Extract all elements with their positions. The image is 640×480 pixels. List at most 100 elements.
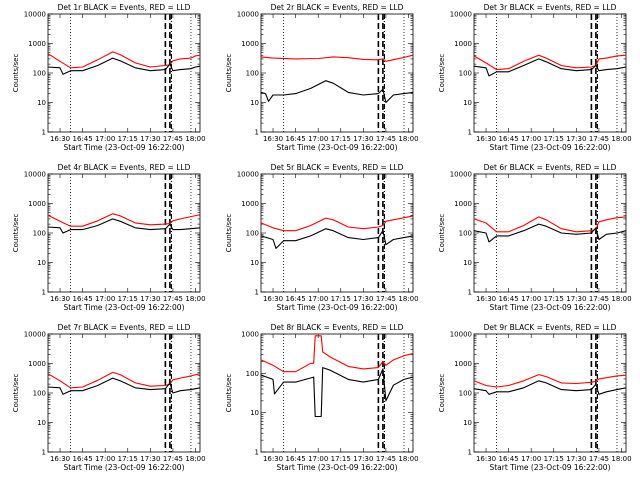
y-tick-label: 10 <box>250 99 259 107</box>
x-tick-label: 17:30 <box>353 295 373 303</box>
y-axis-label: Counts/sec <box>225 214 233 253</box>
x-tick-label: 17:45 <box>589 135 609 143</box>
x-tick-label: 18:00 <box>611 135 631 143</box>
panel-title: Det 3r BLACK = Events, RED = LLD <box>484 3 617 12</box>
panel-title: Det 2r BLACK = Events, RED = LLD <box>271 3 404 12</box>
y-tick-label: 100 <box>33 70 46 78</box>
y-tick-label: 1 <box>468 449 472 457</box>
x-tick-label: 16:30 <box>50 455 70 463</box>
y-tick-label: 1000 <box>28 360 46 368</box>
x-tick-label: 16:45 <box>286 135 306 143</box>
x-tick-label: 17:45 <box>163 295 183 303</box>
y-axis-label: Counts/sec <box>12 54 20 93</box>
x-axis-label: Start Time (23-Oct-09 16:22:00) <box>276 143 397 152</box>
y-tick-label: 100 <box>246 230 259 238</box>
x-tick-label: 18:00 <box>398 455 418 463</box>
x-tick-label: 16:30 <box>50 295 70 303</box>
x-tick-label: 17:15 <box>331 295 351 303</box>
x-tick-label: 17:15 <box>118 135 138 143</box>
x-tick-label: 16:45 <box>286 455 306 463</box>
panel-title: Det 7r BLACK = Events, RED = LLD <box>58 323 191 332</box>
y-tick-label: 1000 <box>241 200 259 208</box>
y-axis-label: Counts/sec <box>438 214 446 253</box>
x-tick-label: 17:45 <box>589 455 609 463</box>
x-tick-label: 17:45 <box>376 135 396 143</box>
panel-title: Det 6r BLACK = Events, RED = LLD <box>484 163 617 172</box>
y-tick-label: 10000 <box>450 331 472 339</box>
y-tick-label: 1 <box>42 449 46 457</box>
y-tick-label: 1 <box>42 129 46 137</box>
y-axis-label: Counts/sec <box>225 54 233 93</box>
y-tick-label: 100 <box>459 390 472 398</box>
x-tick-label: 17:00 <box>308 295 328 303</box>
x-tick-label: 16:30 <box>476 455 496 463</box>
events-series-line <box>260 367 414 418</box>
plot-frame <box>260 13 414 133</box>
x-tick-label: 17:00 <box>521 295 541 303</box>
plot-frame <box>260 333 414 453</box>
x-tick-label: 17:15 <box>331 135 351 143</box>
panel-det-4: Det 4r BLACK = Events, RED = LLD 1 10 100 10… <box>12 163 206 312</box>
y-tick-label: 1 <box>468 289 472 297</box>
plot-frame <box>473 13 627 133</box>
panel-det-9: Det 9r BLACK = Events, RED = LLD 1 10 100 10… <box>438 323 632 472</box>
x-tick-label: 17:00 <box>95 455 115 463</box>
events-series-line <box>47 57 201 75</box>
x-tick-label: 16:45 <box>286 295 306 303</box>
y-axis-label: Counts/sec <box>438 374 446 413</box>
y-tick-label: 10 <box>463 99 472 107</box>
x-tick-label: 17:30 <box>140 135 160 143</box>
x-tick-label: 17:45 <box>376 455 396 463</box>
x-tick-label: 17:45 <box>589 295 609 303</box>
events-series-line <box>260 80 414 104</box>
panel-title: Det 4r BLACK = Events, RED = LLD <box>58 163 191 172</box>
panel-title: Det 8r BLACK = Events, RED = LLD <box>271 323 404 332</box>
events-series-line <box>47 377 201 395</box>
x-axis-label: Start Time (23-Oct-09 16:22:00) <box>276 303 397 312</box>
y-tick-label: 1000 <box>454 40 472 48</box>
y-tick-label: 100 <box>459 70 472 78</box>
y-tick-label: 1 <box>42 289 46 297</box>
x-tick-label: 16:30 <box>263 135 283 143</box>
x-tick-label: 18:00 <box>185 135 205 143</box>
x-tick-label: 16:45 <box>499 295 519 303</box>
x-tick-label: 17:30 <box>140 295 160 303</box>
y-tick-label: 1 <box>255 449 259 457</box>
x-tick-label: 16:30 <box>263 455 283 463</box>
events-series-line <box>473 223 627 243</box>
y-tick-label: 10000 <box>237 171 259 179</box>
y-tick-label: 100 <box>33 390 46 398</box>
x-tick-label: 17:30 <box>353 135 373 143</box>
x-axis-label: Start Time (23-Oct-09 16:22:00) <box>276 463 397 472</box>
y-tick-label: 10 <box>250 259 259 267</box>
y-axis-label: Counts/sec <box>225 374 233 413</box>
y-tick-label: 10 <box>463 259 472 267</box>
y-tick-label: 1000 <box>28 200 46 208</box>
x-tick-label: 16:45 <box>73 135 93 143</box>
x-tick-label: 16:45 <box>499 135 519 143</box>
plot-frame <box>47 13 201 133</box>
x-tick-label: 16:45 <box>499 455 519 463</box>
x-axis-label: Start Time (23-Oct-09 16:22:00) <box>489 143 610 152</box>
y-tick-label: 10 <box>37 259 46 267</box>
x-tick-label: 17:15 <box>544 295 564 303</box>
panel-title: Det 9r BLACK = Events, RED = LLD <box>484 323 617 332</box>
plot-frame <box>473 173 627 293</box>
x-axis-label: Start Time (23-Oct-09 16:22:00) <box>63 463 184 472</box>
x-tick-label: 18:00 <box>398 135 418 143</box>
lld-series-line <box>47 213 201 227</box>
lld-series-line <box>260 54 414 62</box>
y-axis-label: Counts/sec <box>438 54 446 93</box>
x-tick-label: 18:00 <box>611 295 631 303</box>
y-tick-label: 100 <box>246 370 259 378</box>
y-tick-label: 1000 <box>28 40 46 48</box>
panel-det-8: Det 8r BLACK = Events, RED = LLD 1 10 100 10… <box>225 323 419 472</box>
y-tick-label: 1000 <box>241 40 259 48</box>
y-tick-label: 10000 <box>450 171 472 179</box>
lld-series-line <box>473 216 627 233</box>
y-tick-label: 100 <box>33 230 46 238</box>
x-tick-label: 17:15 <box>118 295 138 303</box>
x-tick-label: 16:30 <box>50 135 70 143</box>
y-tick-label: 1 <box>255 129 259 137</box>
